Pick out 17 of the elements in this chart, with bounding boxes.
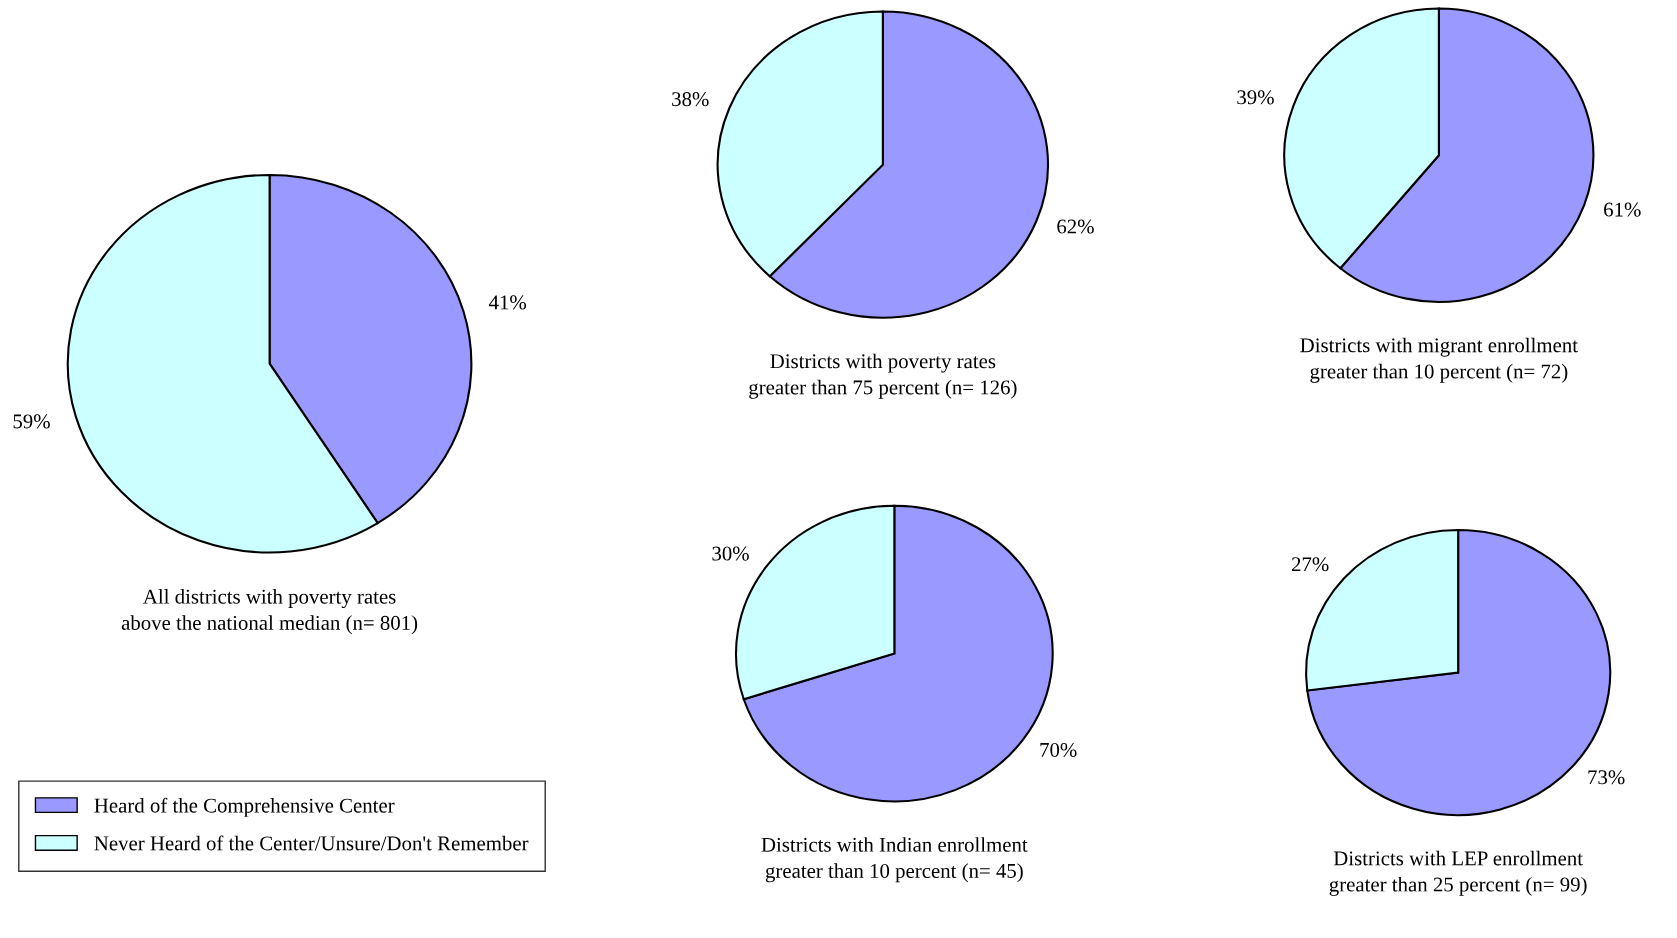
- text: All districts with poverty rates above the national median (n= 801): [121, 589, 418, 635]
- data-label: 59%: [13, 414, 50, 429]
- data-label: 38%: [672, 92, 709, 107]
- data-label: 73%: [1588, 770, 1625, 785]
- text: Districts with poverty rates greater than 75 percent (n= 126): [749, 353, 1017, 399]
- data-label: 39%: [1237, 90, 1274, 105]
- legend-label: Never Heard of the Center/Unsure/Don't Remember: [94, 835, 529, 851]
- text: Districts with migrant enrollment greater than 10 percent (n= 72): [1300, 337, 1578, 383]
- data-label: 27%: [1291, 557, 1329, 572]
- data-label: 30%: [712, 546, 749, 561]
- legend-label: Heard of the Comprehensive Center: [94, 797, 395, 817]
- data-label: 62%: [1057, 219, 1094, 234]
- text: Districts with Indian enrollment greater than 10 percent (n= 45): [761, 837, 1028, 883]
- text: Districts with LEP enrollment greater than 25 percent (n= 99): [1329, 850, 1587, 896]
- data-label: 70%: [1040, 742, 1077, 758]
- data-label: 61%: [1604, 202, 1641, 217]
- data-label: 41%: [488, 295, 527, 310]
